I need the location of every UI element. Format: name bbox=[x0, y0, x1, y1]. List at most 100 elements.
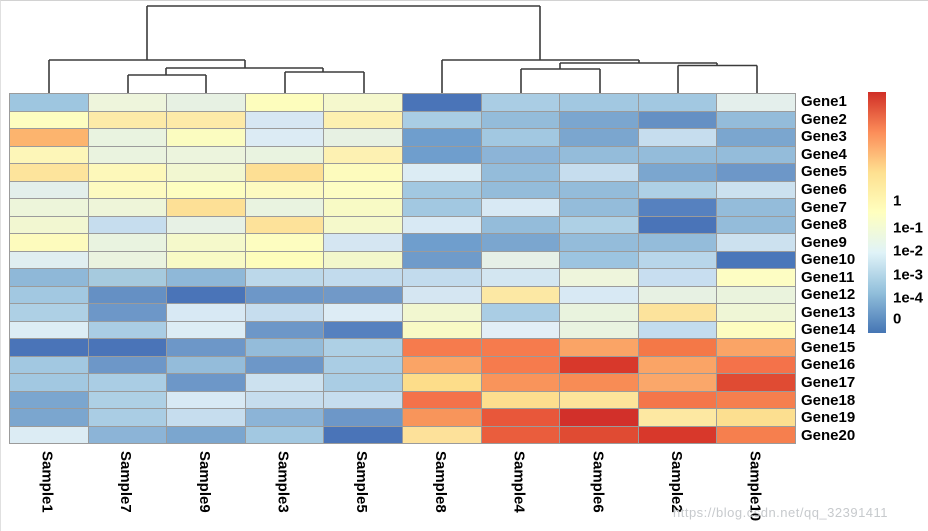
row-label-Gene15: Gene15 bbox=[801, 338, 856, 356]
heatmap-cell-Gene8-Sample1 bbox=[10, 216, 88, 233]
heatmap-cell-Gene3-Sample7 bbox=[88, 129, 167, 146]
heatmap-cell-Gene13-Sample2 bbox=[638, 304, 717, 321]
heatmap-cell-Gene5-Sample6 bbox=[560, 164, 638, 181]
heatmap-cell-Gene17-Sample8 bbox=[402, 374, 481, 391]
heatmap-cell-Gene18-Sample2 bbox=[638, 391, 717, 408]
row-label-Gene8: Gene8 bbox=[801, 216, 847, 234]
heatmap-cell-Gene16-Sample9 bbox=[167, 356, 245, 373]
heatmap-cell-Gene13-Sample5 bbox=[324, 304, 402, 321]
heatmap-cell-Gene17-Sample1 bbox=[10, 374, 88, 391]
heatmap-cell-Gene10-Sample8 bbox=[402, 251, 481, 268]
heatmap-cell-Gene7-Sample4 bbox=[481, 199, 560, 216]
heatmap-cell-Gene18-Sample3 bbox=[245, 391, 324, 408]
heatmap-cell-Gene18-Sample6 bbox=[560, 391, 638, 408]
row-label-Gene7: Gene7 bbox=[801, 198, 847, 216]
heatmap-cell-Gene12-Sample4 bbox=[481, 286, 560, 303]
heatmap-cell-Gene12-Sample10 bbox=[717, 286, 795, 303]
heatmap-cell-Gene1-Sample4 bbox=[481, 94, 560, 111]
heatmap-cell-Gene5-Sample1 bbox=[10, 164, 88, 181]
legend-label-1e-1: 1e-1 bbox=[893, 219, 924, 237]
heatmap-cell-Gene7-Sample8 bbox=[402, 199, 481, 216]
heatmap-cell-Gene1-Sample7 bbox=[88, 94, 167, 111]
heatmap-cell-Gene14-Sample2 bbox=[638, 321, 717, 338]
legend-label-1e-4: 1e-4 bbox=[893, 289, 924, 307]
heatmap-cell-Gene20-Sample9 bbox=[167, 426, 245, 443]
heatmap-cell-Gene16-Sample4 bbox=[481, 356, 560, 373]
heatmap-cell-Gene16-Sample2 bbox=[638, 356, 717, 373]
heatmap-cell-Gene12-Sample8 bbox=[402, 286, 481, 303]
legend-label-1e-2: 1e-2 bbox=[893, 242, 924, 260]
heatmap-cell-Gene19-Sample10 bbox=[717, 409, 795, 426]
row-label-Gene5: Gene5 bbox=[801, 163, 847, 181]
heatmap-cell-Gene1-Sample8 bbox=[402, 94, 481, 111]
heatmap-cell-Gene2-Sample6 bbox=[560, 111, 638, 128]
heatmap-cell-Gene2-Sample4 bbox=[481, 111, 560, 128]
legend-label-0: 0 bbox=[893, 310, 902, 328]
heatmap-cell-Gene2-Sample8 bbox=[402, 111, 481, 128]
heatmap-cell-Gene10-Sample4 bbox=[481, 251, 560, 268]
heatmap-cell-Gene16-Sample7 bbox=[88, 356, 167, 373]
heatmap-cell-Gene10-Sample3 bbox=[245, 251, 324, 268]
heatmap-cell-Gene17-Sample2 bbox=[638, 374, 717, 391]
heatmap-cell-Gene15-Sample4 bbox=[481, 339, 560, 356]
heatmap-cell-Gene3-Sample8 bbox=[402, 129, 481, 146]
column-label-Sample5: Sample5 bbox=[353, 451, 371, 513]
heatmap-cell-Gene6-Sample4 bbox=[481, 181, 560, 198]
row-label-Gene9: Gene9 bbox=[801, 233, 847, 251]
heatmap-cell-Gene5-Sample5 bbox=[324, 164, 402, 181]
heatmap-cell-Gene7-Sample3 bbox=[245, 199, 324, 216]
column-label-Sample10: Sample10 bbox=[746, 451, 764, 522]
heatmap-cell-Gene2-Sample10 bbox=[717, 111, 795, 128]
column-label-Sample4: Sample4 bbox=[510, 451, 528, 513]
heatmap-cell-Gene7-Sample1 bbox=[10, 199, 88, 216]
column-label-Sample8: Sample8 bbox=[431, 451, 449, 513]
heatmap-cell-Gene11-Sample10 bbox=[717, 269, 795, 286]
heatmap-cell-Gene17-Sample5 bbox=[324, 374, 402, 391]
heatmap-cell-Gene15-Sample2 bbox=[638, 339, 717, 356]
column-label-Sample3: Sample3 bbox=[274, 451, 292, 513]
heatmap-cell-Gene6-Sample1 bbox=[10, 181, 88, 198]
row-label-Gene10: Gene10 bbox=[801, 251, 856, 269]
heatmap-cell-Gene19-Sample9 bbox=[167, 409, 245, 426]
heatmap-cell-Gene20-Sample6 bbox=[560, 426, 638, 443]
heatmap-cell-Gene12-Sample6 bbox=[560, 286, 638, 303]
heatmap-cell-Gene16-Sample5 bbox=[324, 356, 402, 373]
row-label-Gene20: Gene20 bbox=[801, 426, 856, 444]
column-label-Sample1: Sample1 bbox=[38, 451, 56, 513]
heatmap-cell-Gene6-Sample8 bbox=[402, 181, 481, 198]
heatmap-cell-Gene4-Sample7 bbox=[88, 146, 167, 163]
heatmap-cell-Gene4-Sample8 bbox=[402, 146, 481, 163]
column-label-Sample7: Sample7 bbox=[117, 451, 135, 513]
heatmap-cell-Gene8-Sample6 bbox=[560, 216, 638, 233]
legend-label-1: 1 bbox=[893, 192, 902, 210]
row-label-Gene3: Gene3 bbox=[801, 128, 847, 146]
heatmap-cell-Gene11-Sample9 bbox=[167, 269, 245, 286]
row-label-Gene18: Gene18 bbox=[801, 391, 856, 409]
heatmap-cell-Gene20-Sample4 bbox=[481, 426, 560, 443]
heatmap-cell-Gene17-Sample6 bbox=[560, 374, 638, 391]
color-scale-legend-bar bbox=[868, 92, 886, 333]
heatmap-cell-Gene13-Sample7 bbox=[88, 304, 167, 321]
heatmap-cell-Gene5-Sample10 bbox=[717, 164, 795, 181]
column-dendrogram bbox=[48, 5, 758, 93]
heatmap-cell-Gene19-Sample4 bbox=[481, 409, 560, 426]
heatmap-cell-Gene8-Sample2 bbox=[638, 216, 717, 233]
heatmap-cell-Gene6-Sample10 bbox=[717, 181, 795, 198]
heatmap-cell-Gene9-Sample8 bbox=[402, 234, 481, 251]
heatmap-cell-Gene20-Sample1 bbox=[10, 426, 88, 443]
heatmap-cell-Gene8-Sample10 bbox=[717, 216, 795, 233]
heatmap-cell-Gene18-Sample4 bbox=[481, 391, 560, 408]
heatmap-cell-Gene15-Sample6 bbox=[560, 339, 638, 356]
heatmap-cell-Gene18-Sample9 bbox=[167, 391, 245, 408]
heatmap-cell-Gene15-Sample9 bbox=[167, 339, 245, 356]
heatmap-cell-Gene13-Sample10 bbox=[717, 304, 795, 321]
heatmap-cell-Gene18-Sample5 bbox=[324, 391, 402, 408]
heatmap-cell-Gene7-Sample5 bbox=[324, 199, 402, 216]
heatmap-cell-Gene19-Sample8 bbox=[402, 409, 481, 426]
heatmap-cell-Gene3-Sample10 bbox=[717, 129, 795, 146]
heatmap-cell-Gene13-Sample8 bbox=[402, 304, 481, 321]
heatmap-cell-Gene4-Sample9 bbox=[167, 146, 245, 163]
heatmap-cell-Gene4-Sample1 bbox=[10, 146, 88, 163]
heatmap-cell-Gene19-Sample7 bbox=[88, 409, 167, 426]
heatmap-cell-Gene9-Sample10 bbox=[717, 234, 795, 251]
